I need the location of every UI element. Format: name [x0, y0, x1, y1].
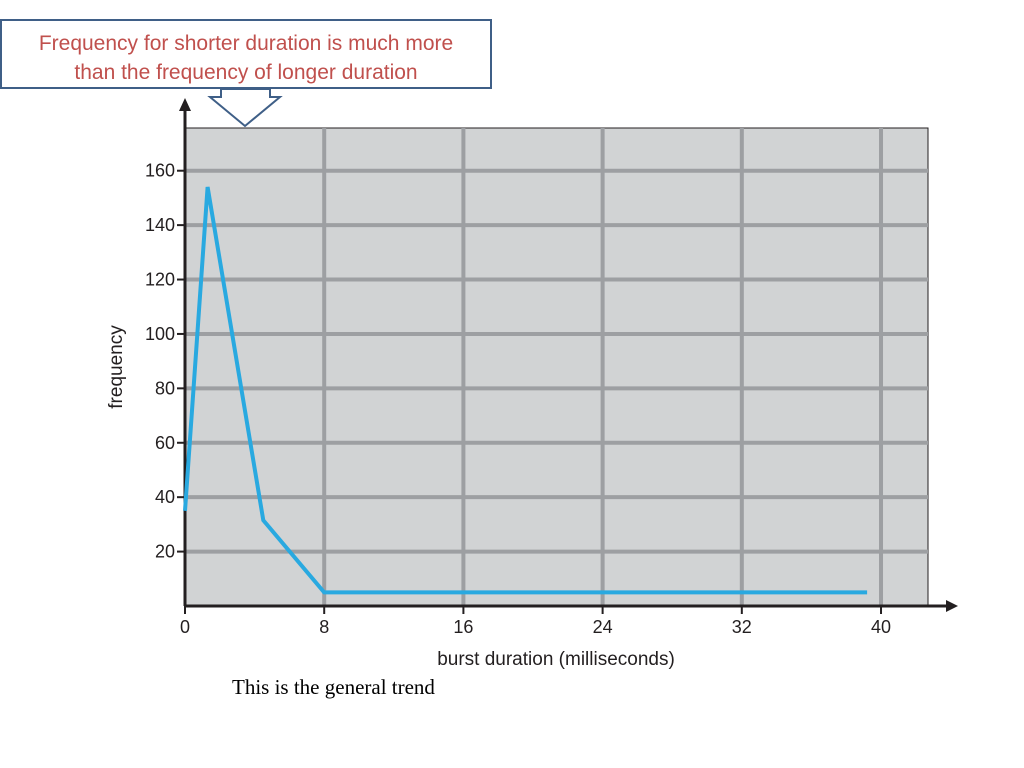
x-tick-label: 8	[319, 617, 329, 637]
x-axis-title: burst duration (milliseconds)	[437, 649, 675, 670]
x-tick-label: 40	[871, 617, 891, 637]
y-tick-label: 60	[155, 433, 175, 453]
y-tick-labels: 20 40 60 80 100 120 140 160	[145, 161, 175, 562]
callout-box: Frequency for shorter duration is much m…	[0, 19, 492, 89]
y-axis-title: frequency	[106, 325, 127, 409]
y-tick-label: 160	[145, 161, 175, 181]
y-tick-label: 20	[155, 542, 175, 562]
grid-lines	[185, 128, 928, 606]
trend-caption: This is the general trend	[232, 675, 435, 699]
y-tick-label: 120	[145, 270, 175, 290]
x-tick-label: 24	[593, 617, 613, 637]
callout-text-line1: Frequency for shorter duration is much m…	[38, 32, 454, 55]
x-tick-label: 0	[180, 617, 190, 637]
plot-area	[184, 127, 929, 607]
y-tick-label: 140	[145, 215, 175, 235]
x-tick-label: 16	[453, 617, 473, 637]
y-tick-label: 100	[145, 324, 175, 344]
callout-text-line2: than the frequency of longer duration	[74, 61, 418, 84]
series-layer	[183, 186, 868, 595]
y-tick-label: 80	[155, 378, 175, 398]
tick-marks	[177, 169, 883, 614]
series-line	[183, 186, 868, 595]
x-axis-arrow-icon	[946, 600, 958, 612]
callout-down-arrow-icon	[207, 88, 283, 128]
axes	[179, 98, 958, 612]
y-tick-label: 40	[155, 487, 175, 507]
y-axis-arrow-icon	[179, 98, 191, 111]
x-tick-labels: 0 8 16 24 32 40	[180, 617, 891, 637]
x-tick-label: 32	[732, 617, 752, 637]
